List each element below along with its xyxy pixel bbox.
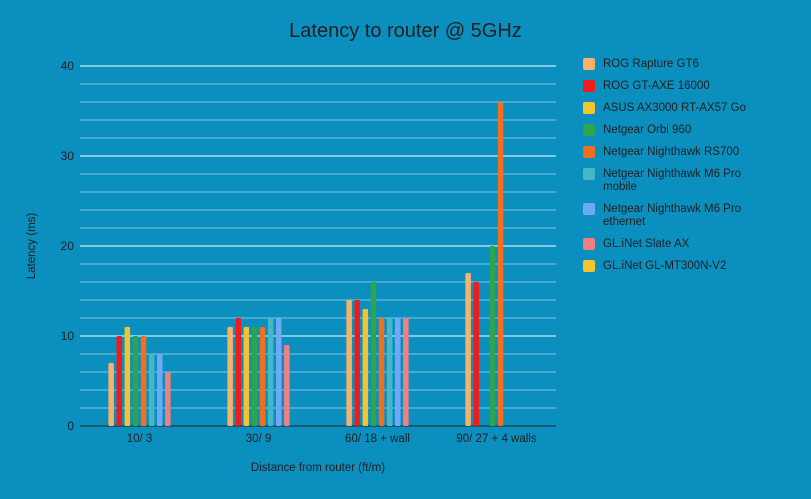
bar-3-3 bbox=[489, 246, 496, 426]
legend-swatch bbox=[583, 58, 595, 70]
legend-label: ROG Rapture GT6 bbox=[603, 58, 699, 70]
y-tick-label: 20 bbox=[61, 239, 75, 253]
bar-3-1 bbox=[251, 327, 258, 426]
bar-0-3 bbox=[465, 273, 471, 426]
y-tick-label: 40 bbox=[61, 59, 75, 73]
bar-0-2 bbox=[346, 300, 352, 426]
bar-1-2 bbox=[354, 300, 360, 426]
bar-1-1 bbox=[235, 318, 241, 426]
x-tick-label: 10/ 3 bbox=[127, 433, 153, 445]
bar-6-0 bbox=[157, 354, 163, 426]
legend-item: GL.iNet GL-MT300N-V2 bbox=[583, 260, 803, 273]
legend-swatch bbox=[583, 238, 595, 250]
legend-swatch bbox=[583, 146, 595, 158]
x-tick-label: 60/ 18 + wall bbox=[345, 433, 410, 445]
bar-7-0 bbox=[165, 372, 171, 426]
y-axis-title: Latency (ms) bbox=[26, 213, 38, 280]
bar-0-1 bbox=[227, 327, 233, 426]
legend-item: GL.iNet Slate AX bbox=[583, 238, 803, 251]
legend-label: Netgear Orbi 960 bbox=[603, 124, 692, 136]
x-tick-label: 30/ 9 bbox=[246, 433, 272, 445]
legend-swatch bbox=[583, 102, 595, 114]
legend-label: Netgear Nighthawk M6 Pro ethernet bbox=[603, 203, 742, 228]
bar-1-0 bbox=[116, 336, 122, 426]
bar-5-0 bbox=[148, 354, 155, 426]
bar-2-1 bbox=[243, 327, 250, 426]
legend-label: ROG GT-AXE 16000 bbox=[603, 80, 710, 92]
legend-item: ASUS AX3000 RT-AX57 Go bbox=[583, 102, 803, 115]
bar-1-3 bbox=[473, 282, 479, 426]
legend-label: ASUS AX3000 RT-AX57 Go bbox=[603, 102, 746, 114]
x-axis-title: Distance from router (ft/m) bbox=[251, 462, 385, 474]
bar-4-1 bbox=[259, 327, 266, 426]
bar-3-2 bbox=[370, 282, 377, 426]
legend-label: GL.iNet GL-MT300N-V2 bbox=[603, 260, 727, 272]
bar-2-2 bbox=[362, 309, 369, 426]
bar-4-3 bbox=[497, 102, 504, 426]
bar-6-1 bbox=[276, 318, 282, 426]
bar-5-2 bbox=[386, 318, 393, 426]
legend-swatch bbox=[583, 203, 595, 215]
bar-0-0 bbox=[108, 363, 114, 426]
x-tick-label: 90/ 27 + 4 walls bbox=[456, 433, 536, 445]
chart-title: Latency to router @ 5GHz bbox=[289, 20, 522, 42]
legend-swatch bbox=[583, 80, 595, 92]
legend-label: Netgear Nighthawk RS700 bbox=[603, 146, 740, 158]
legend-label: Netgear Nighthawk M6 Pro mobile bbox=[603, 168, 742, 193]
legend-item: Netgear Nighthawk RS700 bbox=[583, 146, 803, 159]
legend-item: Netgear Orbi 960 bbox=[583, 124, 803, 137]
bar-7-2 bbox=[403, 318, 409, 426]
y-tick-label: 10 bbox=[61, 329, 75, 343]
bar-2-0 bbox=[124, 327, 131, 426]
legend-item: Netgear Nighthawk M6 Pro ethernet bbox=[583, 203, 803, 229]
legend-item: ROG Rapture GT6 bbox=[583, 58, 803, 71]
legend-swatch bbox=[583, 260, 595, 272]
legend-swatch bbox=[583, 124, 595, 136]
bar-5-1 bbox=[267, 318, 274, 426]
y-tick-label: 0 bbox=[67, 419, 74, 433]
bar-7-1 bbox=[284, 345, 290, 426]
legend-item: ROG GT-AXE 16000 bbox=[583, 80, 803, 93]
chart-legend: ROG Rapture GT6 ROG GT-AXE 16000 ASUS AX30… bbox=[583, 58, 803, 282]
bar-4-0 bbox=[140, 336, 147, 426]
legend-swatch bbox=[583, 168, 595, 180]
legend-label: GL.iNet Slate AX bbox=[603, 238, 690, 250]
bar-3-0 bbox=[132, 336, 139, 426]
bar-4-2 bbox=[378, 318, 385, 426]
legend-item: Netgear Nighthawk M6 Pro mobile bbox=[583, 168, 803, 194]
bar-6-2 bbox=[395, 318, 401, 426]
y-tick-label: 30 bbox=[61, 149, 75, 163]
